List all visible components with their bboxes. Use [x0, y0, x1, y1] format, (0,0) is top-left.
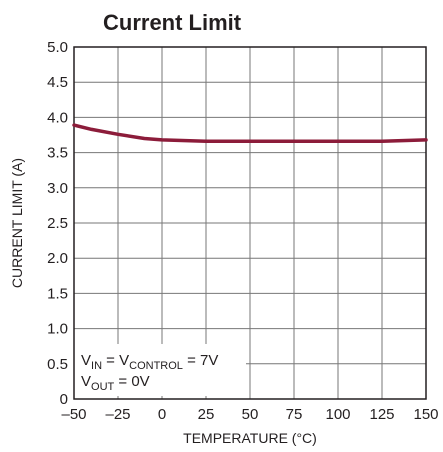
y-axis-label: CURRENT LIMIT (A) — [9, 158, 25, 288]
y-tick-label: 1.0 — [47, 321, 68, 338]
x-tick-labels: –50 –25 0 25 50 75 100 125 150 — [61, 406, 438, 423]
annotation-line-vout: VOUT = 0V — [81, 373, 150, 393]
y-tick-label: 3.0 — [47, 180, 68, 197]
grid-lines — [74, 47, 426, 399]
y-tick-label: 2.0 — [47, 250, 68, 267]
annotation-box: VIN = VCONTROL = 7V VOUT = 0V — [74, 344, 246, 396]
y-tick-label: 3.5 — [47, 145, 68, 162]
plot-frame — [73, 46, 427, 400]
x-tick-label: –50 — [61, 406, 86, 423]
x-tick-label: 75 — [286, 406, 303, 423]
y-tick-label: 0.5 — [47, 356, 68, 373]
series-line-current-limit — [72, 123, 428, 144]
y-tick-label: 4.5 — [47, 74, 68, 91]
x-tick-label: 125 — [369, 406, 394, 423]
y-tick-label: 1.5 — [47, 285, 68, 302]
x-tick-label: 50 — [242, 406, 259, 423]
y-tick-labels: 0 0.5 1.0 1.5 2.0 2.5 3.0 3.5 4.0 4.5 5.0 — [47, 39, 68, 408]
x-tick-label: 0 — [158, 406, 166, 423]
y-tick-label: 5.0 — [47, 39, 68, 56]
y-tick-label: 2.5 — [47, 215, 68, 232]
chart-title: Current Limit — [103, 10, 242, 35]
y-tick-label: 4.0 — [47, 109, 68, 126]
x-tick-label: –25 — [105, 406, 130, 423]
annotation-line-vin: VIN = VCONTROL = 7V — [81, 352, 218, 372]
x-axis-label: TEMPERATURE (°C) — [183, 430, 317, 446]
series-layer — [72, 123, 428, 144]
x-tick-label: 150 — [413, 406, 438, 423]
x-tick-label: 100 — [325, 406, 350, 423]
x-tick-label: 25 — [198, 406, 215, 423]
y-tick-label: 0 — [60, 391, 68, 408]
